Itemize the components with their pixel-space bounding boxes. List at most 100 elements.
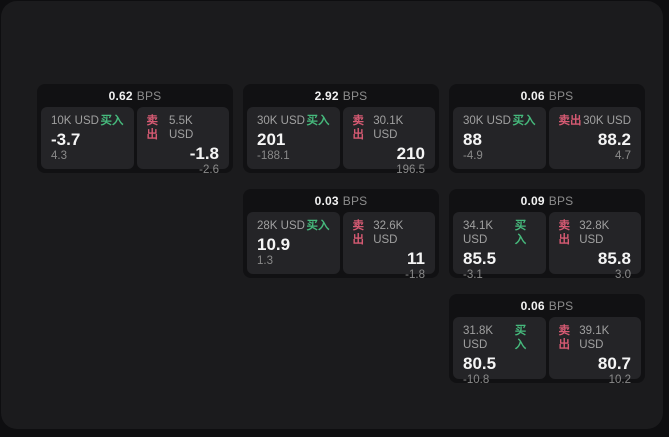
sell-side-label: 卖出 [558,220,571,246]
buy-notional-label: 10K USD [51,115,99,127]
sell-tile-top: 卖出 32.8K USD [559,219,632,247]
bps-unit-label: BPS [136,88,162,103]
sell-price: 85.8 [597,249,631,268]
bps-unit-label: BPS [548,88,574,103]
buy-notional-label: 28K USD [257,220,305,232]
bps-value: 0.62 [108,88,133,103]
buy-tile-top: 30K USD 买入 [463,114,536,128]
buy-side-label: 买入 [514,325,527,351]
bps-value: 0.03 [314,193,339,208]
buy-tile-top: 28K USD 买入 [257,219,330,233]
quote-card: 0.06 BPS 31.8K USD 买入 80.5 -10.8 卖出 39.1… [449,294,645,386]
bps-value: 2.92 [314,88,339,103]
bps-value: 0.06 [520,298,545,313]
tiles-row: 34.1K USD 买入 85.5 -3.1 卖出 32.8K USD 85.8… [453,212,641,281]
buy-price: 85.5 [463,249,497,268]
bps-unit-label: BPS [548,193,574,208]
bps-row: 0.06 BPS [453,84,641,107]
bps-row: 0.06 BPS [453,294,641,317]
bps-row: 0.03 BPS [247,189,435,212]
buy-notional-label: 30K USD [257,115,305,127]
sell-tile[interactable]: 卖出 5.5K USD -1.8 -2.6 [136,107,229,176]
bps-value: 0.09 [520,193,545,208]
buy-tile[interactable]: 30K USD 买入 201 -188.1 [247,107,340,169]
quotes-grid: 0.62 BPS 10K USD 买入 -3.7 4.3 卖出 5.5K USD… [37,84,645,386]
sell-notional-label: 39.1K USD [579,325,610,351]
tiles-row: 10K USD 买入 -3.7 4.3 卖出 5.5K USD -1.8 -2.… [41,107,229,176]
buy-tile[interactable]: 30K USD 买入 88 -4.9 [453,107,546,169]
quote-card: 0.62 BPS 10K USD 买入 -3.7 4.3 卖出 5.5K USD… [37,84,233,176]
app-window: 0.62 BPS 10K USD 买入 -3.7 4.3 卖出 5.5K USD… [1,1,663,429]
sell-tile-top: 卖出 39.1K USD [559,324,632,352]
bps-row: 0.62 BPS [41,84,229,107]
sell-notional-label: 32.8K USD [579,220,610,246]
buy-side-label: 买入 [306,115,330,127]
bps-row: 0.09 BPS [453,189,641,212]
sell-tile[interactable]: 卖出 30K USD 88.2 4.7 [548,107,641,169]
buy-price: 10.9 [257,235,291,254]
buy-price: 80.5 [463,354,497,373]
sell-side-label: 卖出 [352,115,365,141]
buy-tile-top: 34.1K USD 买入 [463,219,536,247]
buy-notional-label: 34.1K USD [463,220,494,246]
sell-side-label: 卖出 [146,115,159,141]
sell-side-label: 卖出 [558,325,571,351]
sell-price: -1.8 [189,144,219,163]
buy-delta: -10.8 [463,374,490,386]
sell-side-label: 卖出 [352,220,365,246]
buy-tile[interactable]: 28K USD 买入 10.9 1.3 [247,212,340,274]
buy-delta: 1.3 [257,255,273,267]
sell-tile[interactable]: 卖出 39.1K USD 80.7 10.2 [548,317,641,386]
sell-tile-top: 卖出 5.5K USD [147,114,220,142]
sell-price: 80.7 [597,354,631,373]
buy-notional-label: 30K USD [463,115,511,127]
sell-tile[interactable]: 卖出 32.8K USD 85.8 3.0 [548,212,641,281]
quote-card: 0.09 BPS 34.1K USD 买入 85.5 -3.1 卖出 32.8K… [449,189,645,281]
sell-tile[interactable]: 卖出 32.6K USD 11 -1.8 [342,212,435,281]
bps-unit-label: BPS [342,88,368,103]
sell-notional-label: 30K USD [583,115,631,127]
sell-delta: 196.5 [396,164,425,176]
sell-notional-label: 30.1K USD [373,115,404,141]
buy-tile-top: 31.8K USD 买入 [463,324,536,352]
bps-unit-label: BPS [342,193,368,208]
buy-price: 88 [463,130,482,149]
buy-price: 201 [257,130,286,149]
bps-unit-label: BPS [548,298,574,313]
sell-price: 88.2 [597,130,631,149]
buy-side-label: 买入 [512,115,536,127]
buy-tile[interactable]: 34.1K USD 买入 85.5 -3.1 [453,212,546,281]
buy-tile[interactable]: 31.8K USD 买入 80.5 -10.8 [453,317,546,386]
sell-delta: 10.2 [608,374,631,386]
buy-tile-top: 30K USD 买入 [257,114,330,128]
sell-delta: 3.0 [615,269,631,281]
buy-delta: -188.1 [257,150,290,162]
tiles-row: 30K USD 买入 88 -4.9 卖出 30K USD 88.2 4.7 [453,107,641,169]
sell-tile-top: 卖出 30.1K USD [353,114,426,142]
buy-side-label: 买入 [100,115,124,127]
sell-price: 11 [407,249,425,268]
bps-value: 0.06 [520,88,545,103]
sell-tile[interactable]: 卖出 30.1K USD 210 196.5 [342,107,435,176]
sell-notional-label: 32.6K USD [373,220,404,246]
buy-tile-top: 10K USD 买入 [51,114,124,128]
sell-notional-label: 5.5K USD [168,115,194,141]
buy-delta: 4.3 [51,150,67,162]
sell-delta: -2.6 [199,164,219,176]
sell-tile-top: 卖出 30K USD [559,114,632,128]
buy-tile[interactable]: 10K USD 买入 -3.7 4.3 [41,107,134,169]
tiles-row: 28K USD 买入 10.9 1.3 卖出 32.6K USD 11 -1.8 [247,212,435,281]
tiles-row: 30K USD 买入 201 -188.1 卖出 30.1K USD 210 1… [247,107,435,176]
buy-delta: -3.1 [463,269,483,281]
sell-delta: 4.7 [615,150,631,162]
buy-side-label: 买入 [306,220,330,232]
tiles-row: 31.8K USD 买入 80.5 -10.8 卖出 39.1K USD 80.… [453,317,641,386]
sell-delta: -1.8 [405,269,425,281]
buy-side-label: 买入 [514,220,527,246]
sell-tile-top: 卖出 32.6K USD [353,219,426,247]
buy-delta: -4.9 [463,150,483,162]
quote-card: 0.03 BPS 28K USD 买入 10.9 1.3 卖出 32.6K US… [243,189,439,281]
buy-price: -3.7 [51,130,81,149]
quote-card: 2.92 BPS 30K USD 买入 201 -188.1 卖出 30.1K … [243,84,439,176]
sell-side-label: 卖出 [558,115,582,127]
